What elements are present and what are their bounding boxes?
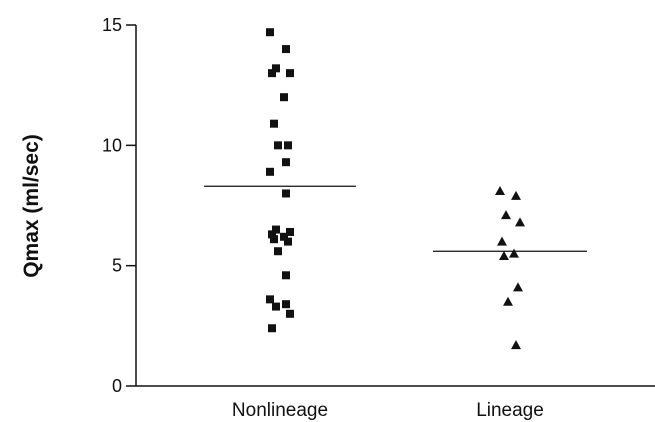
nonlineage-point: [284, 141, 292, 150]
nonlineage-point: [280, 93, 288, 102]
lineage-point: [515, 217, 525, 227]
lineage-point: [495, 186, 505, 196]
lineage-point: [511, 340, 521, 350]
nonlineage-point: [282, 271, 290, 280]
nonlineage-point: [272, 64, 280, 73]
y-tick-label: 10: [102, 135, 122, 155]
nonlineage-point: [274, 141, 282, 150]
y-tick-label: 5: [112, 256, 122, 276]
lineage-point: [503, 296, 513, 306]
lineage-point: [509, 248, 519, 258]
axes: 0 5 10 15 Nonlineage Lineage: [102, 15, 655, 421]
nonlineage-point: [282, 300, 290, 309]
x-category-label: Lineage: [476, 400, 544, 421]
y-axis-title: Qmax (ml/sec): [20, 134, 43, 278]
nonlineage-point: [282, 158, 290, 167]
nonlineage-point: [282, 189, 290, 198]
y-tick-label: 0: [112, 376, 122, 396]
nonlineage-point: [286, 309, 294, 318]
lineage-point: [497, 236, 507, 246]
nonlineage-point: [284, 237, 292, 246]
nonlineage-point: [268, 69, 276, 78]
nonlineage-point: [286, 69, 294, 78]
nonlineage-point: [280, 232, 288, 241]
nonlineage-point: [272, 302, 280, 311]
lineage-point: [513, 282, 523, 292]
nonlineage-point: [270, 235, 278, 244]
nonlineage-point: [286, 227, 294, 236]
nonlineage-point: [270, 119, 278, 128]
x-category-label: Nonlineage: [232, 400, 328, 421]
nonlineage-point: [272, 225, 280, 234]
y-tick-label: 15: [102, 15, 122, 35]
chart-marks: [204, 28, 587, 350]
nonlineage-point: [266, 28, 274, 37]
nonlineage-point: [266, 167, 274, 176]
nonlineage-point: [268, 230, 276, 239]
nonlineage-point: [282, 45, 290, 54]
lineage-point: [511, 190, 521, 200]
nonlineage-point: [266, 295, 274, 304]
nonlineage-point: [274, 247, 282, 256]
lineage-point: [499, 251, 509, 261]
nonlineage-point: [268, 324, 276, 333]
lineage-point: [501, 210, 511, 220]
